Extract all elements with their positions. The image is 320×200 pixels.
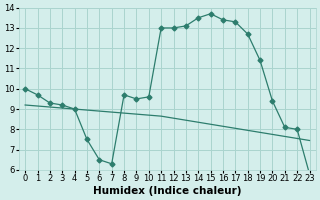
X-axis label: Humidex (Indice chaleur): Humidex (Indice chaleur): [93, 186, 242, 196]
